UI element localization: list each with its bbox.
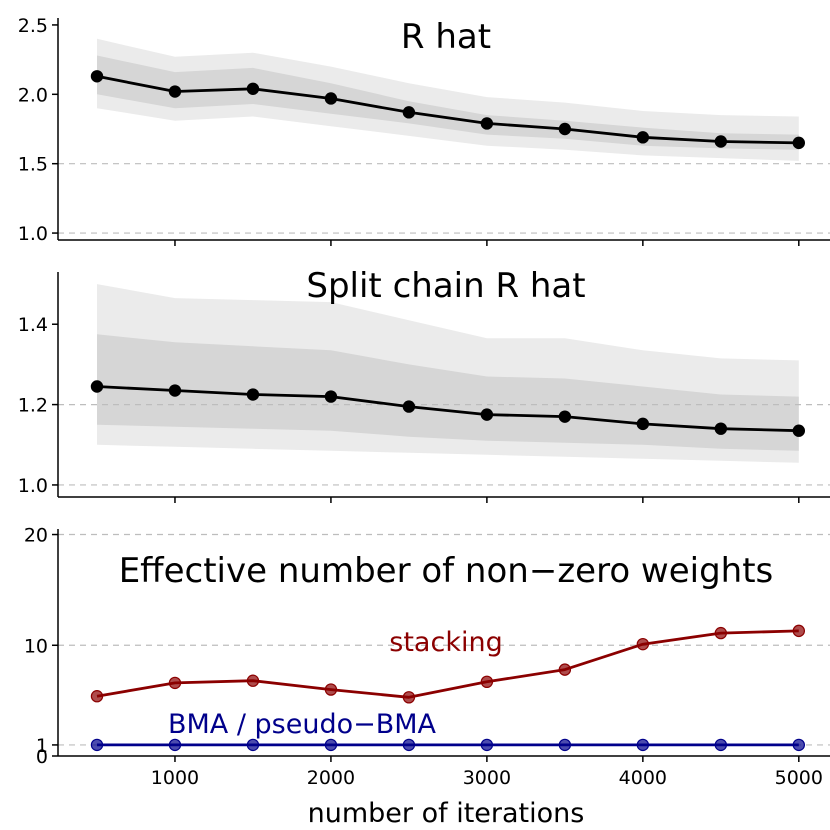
- data-point: [714, 738, 728, 752]
- weights-series: [90, 624, 806, 752]
- y-tick-label: 1.5: [18, 154, 48, 176]
- split-r-hat-reference-lines: [58, 403, 830, 486]
- panel-split-chain-r-hat: 1.0 1.2 1.4 Split chain R hat: [18, 266, 830, 503]
- weights-x-axis: 1000 2000 3000 4000 5000: [58, 755, 830, 789]
- data-point: [246, 674, 260, 687]
- x-tick-label: 1000: [151, 767, 199, 789]
- data-point: [168, 384, 182, 397]
- data-point: [792, 136, 806, 150]
- x-axis-title: number of iterations: [308, 798, 585, 829]
- data-point: [246, 82, 260, 95]
- data-point: [402, 691, 416, 704]
- weights-title: Effective number of non−zero weights: [119, 551, 774, 591]
- data-point: [246, 738, 260, 752]
- weights-y-axis: 01 10 20: [24, 525, 59, 768]
- bma-label: BMA / pseudo−BMA: [168, 709, 437, 740]
- data-point: [90, 690, 104, 703]
- data-point: [402, 106, 416, 119]
- data-point: [90, 380, 104, 393]
- data-point: [792, 424, 806, 437]
- r-hat-series: [90, 70, 806, 150]
- data-point: [246, 388, 260, 401]
- data-point: [792, 738, 806, 752]
- split-r-hat-y-axis: 1.0 1.2 1.4: [18, 272, 59, 497]
- series-line: [96, 385, 799, 433]
- x-tick-label: 2000: [307, 767, 355, 789]
- data-point: [324, 390, 338, 403]
- data-point: [90, 70, 104, 83]
- data-point: [636, 738, 650, 752]
- data-point: [324, 92, 338, 105]
- split-r-hat-bands: [97, 284, 799, 463]
- data-point: [636, 417, 650, 431]
- data-point: [402, 400, 416, 413]
- series-line: [96, 629, 799, 699]
- data-point: [714, 135, 728, 148]
- split-r-hat-x-axis: [58, 496, 830, 503]
- data-point: [480, 738, 494, 752]
- data-point: [714, 626, 728, 640]
- data-point: [480, 408, 494, 421]
- stacking-label: stacking: [389, 627, 502, 658]
- inner-band: [97, 55, 799, 150]
- data-point: [90, 738, 104, 752]
- data-point: [168, 85, 182, 98]
- data-point: [636, 131, 650, 144]
- data-point: [558, 663, 572, 676]
- r-hat-y-axis: 1.0 1.5 2.0 2.5: [18, 15, 59, 245]
- data-point: [324, 738, 338, 752]
- data-point: [558, 122, 572, 136]
- y-tick-label: 1.2: [18, 395, 48, 417]
- data-point: [792, 624, 806, 638]
- y-tick-label: 1.0: [18, 475, 48, 497]
- y-tick-label: 1.0: [18, 223, 48, 245]
- y-tick-label: 10: [24, 635, 48, 657]
- data-point: [714, 422, 728, 435]
- data-point: [480, 675, 494, 689]
- data-point: [402, 738, 416, 752]
- r-hat-reference-lines: [58, 163, 830, 234]
- data-point: [636, 637, 650, 651]
- y-tick-label: 1: [36, 735, 48, 757]
- panel-effective-weights: 01 10 20 1000 2000 3000 4000 5000 Effective nu…: [24, 525, 830, 789]
- y-tick-label: 0: [36, 746, 48, 768]
- panel-r-hat: 1.0 1.5 2.0 2.5 R hat: [18, 15, 830, 246]
- data-point: [324, 683, 338, 696]
- r-hat-x-axis: [58, 239, 830, 246]
- r-hat-title: R hat: [401, 17, 491, 57]
- y-tick-label: 1.4: [18, 314, 48, 336]
- r-hat-bands: [97, 38, 799, 161]
- data-point: [558, 738, 572, 752]
- x-tick-label: 4000: [619, 767, 667, 789]
- y-tick-label: 2.5: [18, 15, 48, 37]
- data-point: [558, 410, 572, 423]
- series-line: [96, 74, 799, 145]
- data-point: [480, 117, 494, 130]
- y-tick-label: 20: [24, 525, 48, 547]
- x-tick-label: 3000: [463, 767, 511, 789]
- data-point: [168, 738, 182, 752]
- x-tick-label: 5000: [775, 767, 823, 789]
- data-point: [168, 676, 182, 690]
- y-tick-label: 2.0: [18, 84, 48, 106]
- split-r-hat-title: Split chain R hat: [306, 266, 585, 306]
- split-r-hat-series: [90, 380, 806, 437]
